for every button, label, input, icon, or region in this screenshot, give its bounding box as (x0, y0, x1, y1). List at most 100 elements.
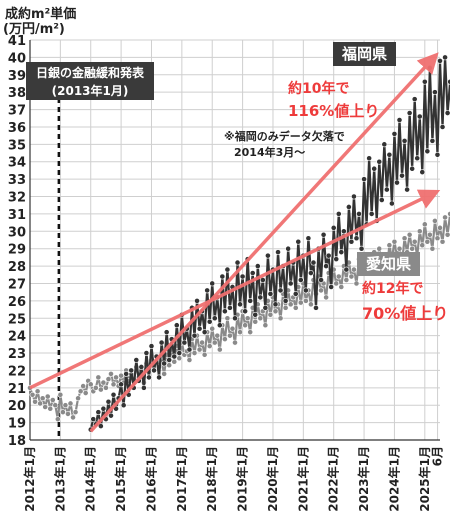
data-point (108, 371, 114, 377)
series-lines (27, 54, 450, 433)
data-point (237, 329, 243, 336)
data-point (232, 339, 238, 346)
data-point (199, 339, 205, 346)
data-point (244, 315, 251, 322)
data-point (297, 299, 304, 306)
trend-arrow-0 (89, 52, 439, 433)
fukuoka-trend-label-line1: 約10年で (288, 81, 350, 97)
y-tick-label: 38 (8, 86, 26, 101)
data-point (171, 353, 178, 360)
x-tick-label: 2021年1月 (295, 446, 310, 512)
data-point (29, 391, 36, 398)
data-point (54, 416, 61, 423)
fukuoka-trend-label-line2: 116%値上り (288, 102, 380, 120)
data-point (419, 169, 426, 176)
data-point (100, 379, 107, 386)
data-point (166, 362, 173, 369)
data-point (62, 402, 69, 409)
x-tick-label: 2025年1月 (417, 446, 432, 512)
data-point (158, 339, 165, 346)
y-tick-labels: 18 19 20 21 22 23 24 25 26 27 28 29 30 31 32 33 34 35 36 37… (8, 34, 26, 449)
data-point (196, 325, 203, 332)
data-point (394, 179, 400, 186)
data-point (305, 235, 312, 242)
data-point (227, 332, 233, 339)
data-point (201, 329, 208, 336)
data-point (252, 318, 259, 325)
data-point (424, 148, 431, 155)
data-point (90, 416, 97, 423)
data-point (201, 351, 208, 358)
data-point (401, 137, 408, 144)
data-point (110, 381, 117, 388)
data-point (123, 371, 130, 377)
y-tick-label: 32 (8, 191, 26, 206)
data-point (176, 355, 183, 362)
data-point (282, 297, 289, 304)
data-point (163, 329, 170, 336)
data-point (386, 151, 393, 158)
data-point (285, 245, 292, 252)
data-point (353, 280, 360, 287)
data-point (247, 297, 254, 304)
x-tick-label: 2016年1月 (143, 446, 158, 512)
data-point (49, 397, 56, 403)
data-point (196, 346, 203, 353)
data-point (391, 131, 398, 137)
y-tick-label: 20 (8, 399, 26, 414)
data-point (247, 329, 254, 336)
data-point (216, 322, 223, 329)
data-point (442, 214, 448, 221)
event-label-line1: 日銀の金融緩和発表 (35, 66, 144, 80)
data-point (229, 325, 236, 332)
data-point (95, 374, 102, 381)
data-point (376, 245, 383, 252)
data-point (447, 211, 450, 217)
data-point (252, 311, 259, 318)
data-point (348, 273, 355, 280)
data-point (295, 238, 302, 245)
data-point (60, 409, 66, 416)
data-point (80, 383, 87, 389)
data-point (416, 228, 423, 235)
data-point (257, 315, 264, 322)
y-tick-label: 18 (8, 434, 26, 449)
x-tick-label: 2019年1月 (235, 446, 250, 512)
data-point (429, 245, 436, 252)
data-point (186, 357, 193, 363)
data-point (151, 367, 157, 374)
data-point (439, 124, 446, 130)
data-point (345, 204, 352, 210)
data-point (386, 242, 393, 249)
y-tick-label: 23 (8, 347, 26, 362)
data-point (406, 231, 413, 238)
data-point (65, 411, 71, 417)
event-label-line2: (2013年1月) (51, 84, 129, 98)
data-point (421, 221, 428, 228)
aichi-trend-label-line2: 70%値上り (362, 304, 449, 323)
data-point (429, 137, 436, 144)
data-point (32, 398, 38, 405)
data-point (214, 332, 221, 339)
data-point (272, 308, 279, 315)
data-point (348, 238, 355, 245)
data-point (70, 414, 76, 421)
data-point (381, 141, 388, 148)
data-point (287, 301, 294, 308)
data-point (343, 277, 350, 283)
data-point (368, 211, 375, 217)
y-tick-label: 28 (8, 260, 26, 275)
y-tick-label: 27 (8, 277, 26, 292)
data-point (118, 381, 125, 388)
data-point (328, 284, 335, 290)
data-point (100, 405, 107, 412)
y-tick-label: 34 (8, 156, 26, 171)
data-point (113, 374, 119, 381)
y-tick-label: 35 (8, 138, 26, 153)
data-point (92, 384, 99, 391)
data-point (128, 367, 135, 374)
data-point (308, 301, 314, 308)
data-point (209, 325, 216, 332)
data-point (161, 360, 168, 367)
data-point (297, 277, 304, 283)
